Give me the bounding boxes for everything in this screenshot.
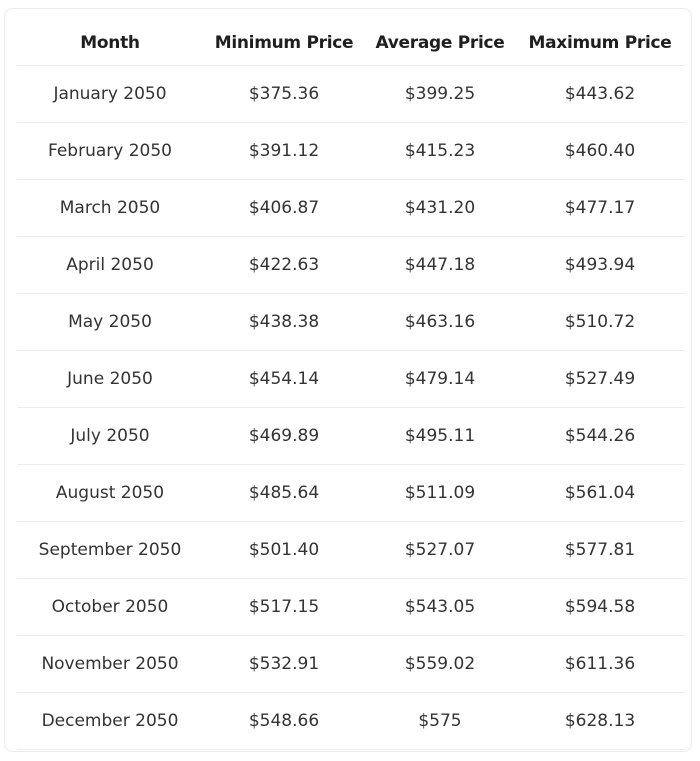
cell-minimum-price: $391.12 (203, 122, 365, 180)
header-row: Month Minimum Price Average Price Maximu… (17, 21, 685, 66)
cell-average-price: $511.09 (365, 464, 515, 522)
cell-maximum-price: $460.40 (515, 122, 685, 180)
header-average-price: Average Price (365, 21, 515, 66)
cell-maximum-price: $510.72 (515, 293, 685, 351)
cell-minimum-price: $501.40 (203, 521, 365, 579)
header-minimum-price: Minimum Price (203, 21, 365, 66)
cell-maximum-price: $577.81 (515, 521, 685, 579)
cell-month: June 2050 (17, 350, 203, 408)
cell-average-price: $543.05 (365, 578, 515, 636)
table-row: November 2050 $532.91 $559.02 $611.36 (17, 635, 685, 693)
table-row: May 2050 $438.38 $463.16 $510.72 (17, 293, 685, 351)
table-header: Month Minimum Price Average Price Maximu… (17, 21, 685, 66)
table-row: June 2050 $454.14 $479.14 $527.49 (17, 350, 685, 408)
cell-average-price: $495.11 (365, 407, 515, 465)
price-table-card: Month Minimum Price Average Price Maximu… (4, 8, 692, 752)
cell-average-price: $415.23 (365, 122, 515, 180)
cell-minimum-price: $548.66 (203, 692, 365, 750)
cell-average-price: $447.18 (365, 236, 515, 294)
cell-minimum-price: $532.91 (203, 635, 365, 693)
table-row: July 2050 $469.89 $495.11 $544.26 (17, 407, 685, 465)
cell-minimum-price: $469.89 (203, 407, 365, 465)
cell-month: March 2050 (17, 179, 203, 237)
cell-minimum-price: $406.87 (203, 179, 365, 237)
cell-minimum-price: $438.38 (203, 293, 365, 351)
cell-maximum-price: $493.94 (515, 236, 685, 294)
table-row: September 2050 $501.40 $527.07 $577.81 (17, 521, 685, 579)
cell-month: July 2050 (17, 407, 203, 465)
cell-minimum-price: $517.15 (203, 578, 365, 636)
cell-maximum-price: $594.58 (515, 578, 685, 636)
cell-month: August 2050 (17, 464, 203, 522)
cell-month: January 2050 (17, 65, 203, 123)
cell-month: November 2050 (17, 635, 203, 693)
cell-maximum-price: $628.13 (515, 692, 685, 750)
cell-average-price: $463.16 (365, 293, 515, 351)
cell-maximum-price: $477.17 (515, 179, 685, 237)
cell-minimum-price: $422.63 (203, 236, 365, 294)
cell-month: April 2050 (17, 236, 203, 294)
cell-average-price: $575 (365, 692, 515, 750)
cell-maximum-price: $544.26 (515, 407, 685, 465)
cell-minimum-price: $454.14 (203, 350, 365, 408)
table-row: January 2050 $375.36 $399.25 $443.62 (17, 65, 685, 123)
header-month: Month (17, 21, 203, 66)
cell-average-price: $559.02 (365, 635, 515, 693)
cell-maximum-price: $443.62 (515, 65, 685, 123)
header-maximum-price: Maximum Price (515, 21, 685, 66)
cell-average-price: $399.25 (365, 65, 515, 123)
cell-maximum-price: $561.04 (515, 464, 685, 522)
cell-month: September 2050 (17, 521, 203, 579)
cell-average-price: $431.20 (365, 179, 515, 237)
cell-maximum-price: $527.49 (515, 350, 685, 408)
table-row: April 2050 $422.63 $447.18 $493.94 (17, 236, 685, 294)
table-row: October 2050 $517.15 $543.05 $594.58 (17, 578, 685, 636)
cell-average-price: $479.14 (365, 350, 515, 408)
cell-minimum-price: $485.64 (203, 464, 365, 522)
price-table: Month Minimum Price Average Price Maximu… (17, 21, 685, 750)
table-row: February 2050 $391.12 $415.23 $460.40 (17, 122, 685, 180)
cell-average-price: $527.07 (365, 521, 515, 579)
cell-month: December 2050 (17, 692, 203, 750)
cell-maximum-price: $611.36 (515, 635, 685, 693)
table-body: January 2050 $375.36 $399.25 $443.62 Feb… (17, 65, 685, 750)
table-row: August 2050 $485.64 $511.09 $561.04 (17, 464, 685, 522)
table-row: March 2050 $406.87 $431.20 $477.17 (17, 179, 685, 237)
cell-month: May 2050 (17, 293, 203, 351)
cell-month: October 2050 (17, 578, 203, 636)
cell-month: February 2050 (17, 122, 203, 180)
table-row: December 2050 $548.66 $575 $628.13 (17, 692, 685, 750)
cell-minimum-price: $375.36 (203, 65, 365, 123)
